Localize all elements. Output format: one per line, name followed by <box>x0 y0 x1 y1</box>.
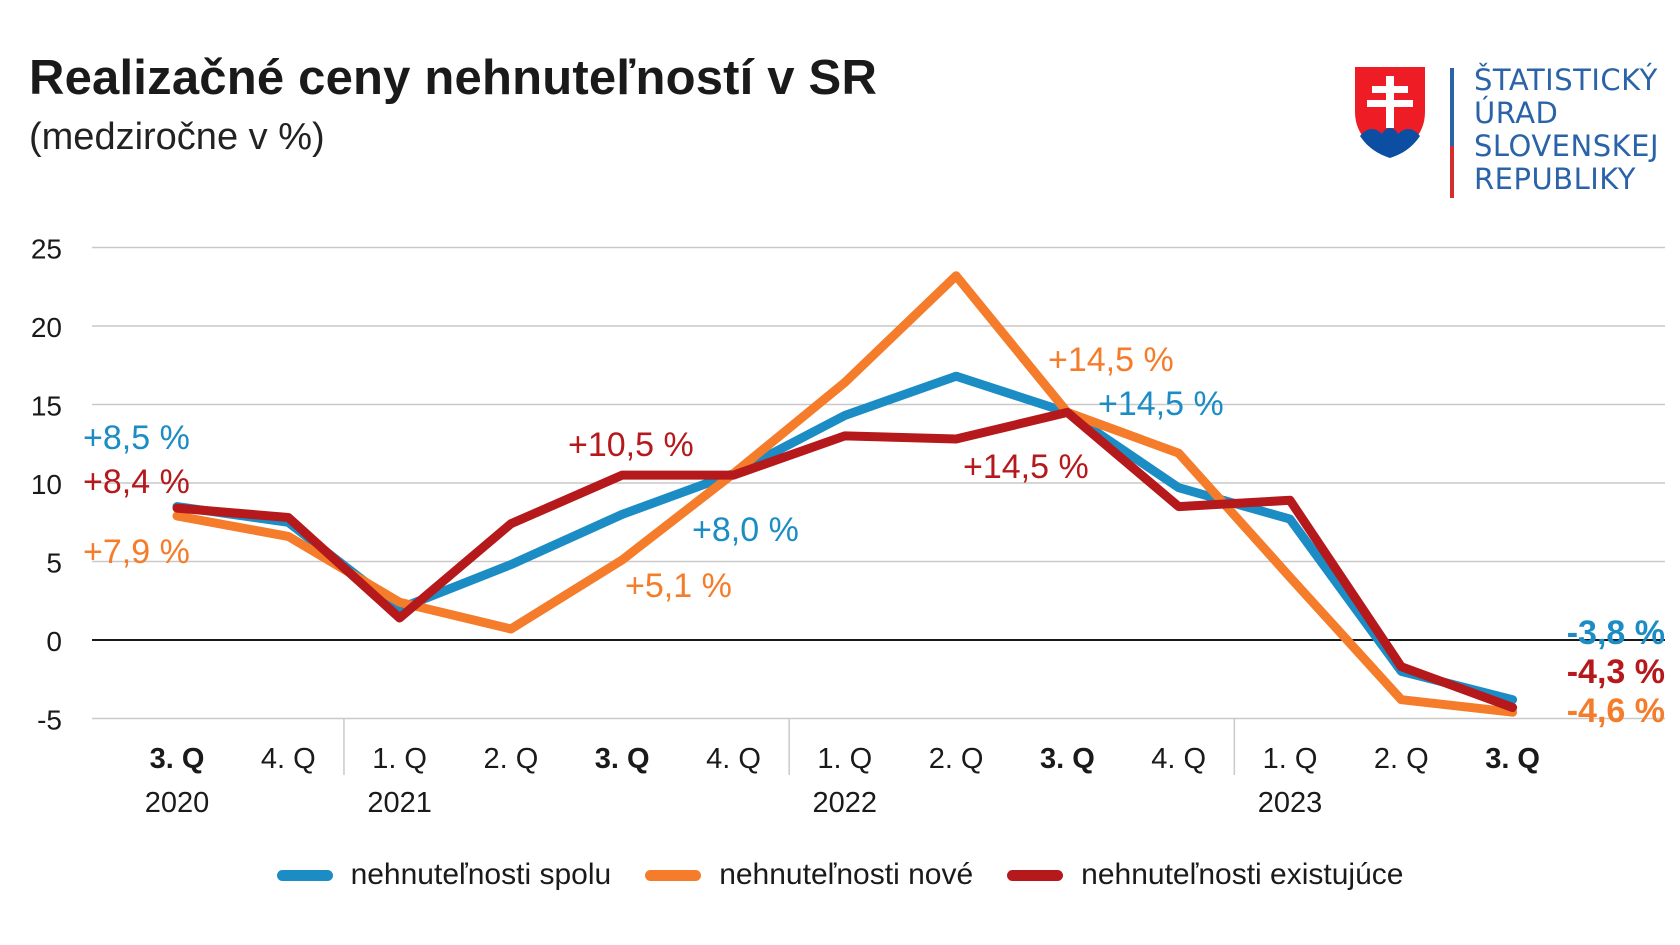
chart-title: Realizačné ceny nehnuteľností v SR <box>29 51 878 105</box>
data-label: -4,3 % <box>1567 653 1665 691</box>
x-tick-label: 3. Q <box>1040 743 1095 775</box>
x-tick-label: 3. Q <box>150 743 205 775</box>
x-tick-label: 2. Q <box>929 743 984 775</box>
legend-label: nehnuteľnosti spolu <box>350 858 612 891</box>
legend-label: nehnuteľnosti nové <box>719 858 974 891</box>
data-label: -3,8 % <box>1567 614 1665 652</box>
data-label: +8,5 % <box>83 419 190 457</box>
legend-item: nehnuteľnosti existujúce <box>1007 858 1403 892</box>
legend-item: nehnuteľnosti nové <box>645 858 973 892</box>
x-tick-label: 1. Q <box>1263 743 1318 775</box>
x-tick-label: 3. Q <box>1485 743 1540 775</box>
y-tick-label: -5 <box>37 705 62 736</box>
series-line-0 <box>172 371 1518 705</box>
y-tick-label: 10 <box>31 469 62 500</box>
x-tick-label: 4. Q <box>706 743 761 775</box>
x-tick-label: 1. Q <box>372 743 427 775</box>
legend-swatch <box>276 869 333 881</box>
logo-divider <box>1450 68 1454 198</box>
statistical-office-logo: ŠTATISTICKÝ ÚRAD SLOVENSKEJ REPUBLIKY <box>1350 58 1670 208</box>
year-label: 2022 <box>813 787 878 819</box>
logo-line: REPUBLIKY <box>1474 162 1636 196</box>
data-label: +14,5 % <box>963 448 1089 486</box>
legend-label: nehnuteľnosti existujúce <box>1081 858 1404 891</box>
y-tick-label: 25 <box>31 234 62 265</box>
data-label: +8,0 % <box>692 511 799 549</box>
logo-line: ŠTATISTICKÝ <box>1474 63 1658 97</box>
legend-swatch <box>645 869 702 881</box>
legend-item: nehnuteľnosti spolu <box>276 858 612 892</box>
data-label: +14,5 % <box>1098 385 1224 423</box>
data-label: +10,5 % <box>568 426 694 464</box>
coat-of-arms-icon <box>1353 65 1427 160</box>
x-tick-label: 1. Q <box>817 743 872 775</box>
y-tick-label: 0 <box>46 626 62 657</box>
x-tick-label: 2. Q <box>1374 743 1429 775</box>
series-line-1 <box>172 271 1518 717</box>
x-tick-label: 4. Q <box>261 743 316 775</box>
data-label: +7,9 % <box>83 533 190 571</box>
y-tick-label: 20 <box>31 312 62 343</box>
year-label: 2023 <box>1258 787 1323 819</box>
year-label: 2021 <box>367 787 432 819</box>
chart-legend: nehnuteľnosti spolu nehnuteľnosti nové neh… <box>0 858 1680 892</box>
x-tick-label: 3. Q <box>595 743 650 775</box>
series-line-2 <box>172 407 1518 712</box>
year-label: 2020 <box>145 787 210 819</box>
logo-line: ÚRAD <box>1474 96 1559 130</box>
x-tick-label: 4. Q <box>1151 743 1206 775</box>
y-tick-label: 5 <box>46 548 62 579</box>
y-tick-label: 15 <box>31 391 62 422</box>
data-label: +14,5 % <box>1048 341 1174 379</box>
x-tick-label: 2. Q <box>483 743 538 775</box>
logo-text: ŠTATISTICKÝ ÚRAD SLOVENSKEJ REPUBLIKY <box>1474 64 1659 196</box>
data-label: +8,4 % <box>83 463 190 501</box>
data-label: +5,1 % <box>625 567 732 605</box>
chart-subtitle: (medziročne v %) <box>29 116 325 158</box>
legend-swatch <box>1007 869 1064 881</box>
data-label: -4,6 % <box>1567 692 1665 730</box>
logo-line: SLOVENSKEJ <box>1474 129 1660 163</box>
